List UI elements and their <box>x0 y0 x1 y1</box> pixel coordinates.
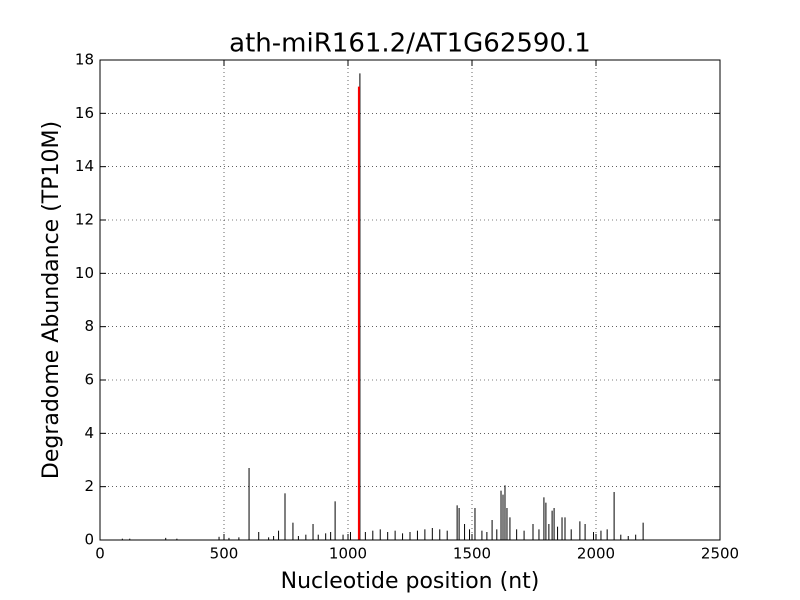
x-tick-label: 1000 <box>329 545 367 563</box>
y-tick-label: 16 <box>75 104 94 122</box>
y-axis-label: Degradome Abundance (TP10M) <box>39 121 64 479</box>
y-tick-label: 10 <box>75 264 94 282</box>
x-tick-label: 1500 <box>453 545 491 563</box>
chart-title: ath-miR161.2/AT1G62590.1 <box>229 29 591 59</box>
x-tick-label: 0 <box>95 545 105 563</box>
x-tick-label: 2500 <box>701 545 739 563</box>
y-tick-label: 14 <box>75 157 94 175</box>
x-tick-label: 2000 <box>577 545 615 563</box>
x-tick-label: 500 <box>210 545 239 563</box>
x-axis-label: Nucleotide position (nt) <box>281 569 540 594</box>
y-tick-label: 0 <box>84 531 94 549</box>
y-tick-label: 4 <box>84 424 94 442</box>
plot-frame <box>99 59 721 541</box>
y-tick-label: 18 <box>75 51 94 69</box>
y-tick-label: 6 <box>84 371 94 389</box>
y-tick-label: 8 <box>84 317 94 335</box>
y-tick-label: 12 <box>75 211 94 229</box>
y-tick-label: 2 <box>84 477 94 495</box>
